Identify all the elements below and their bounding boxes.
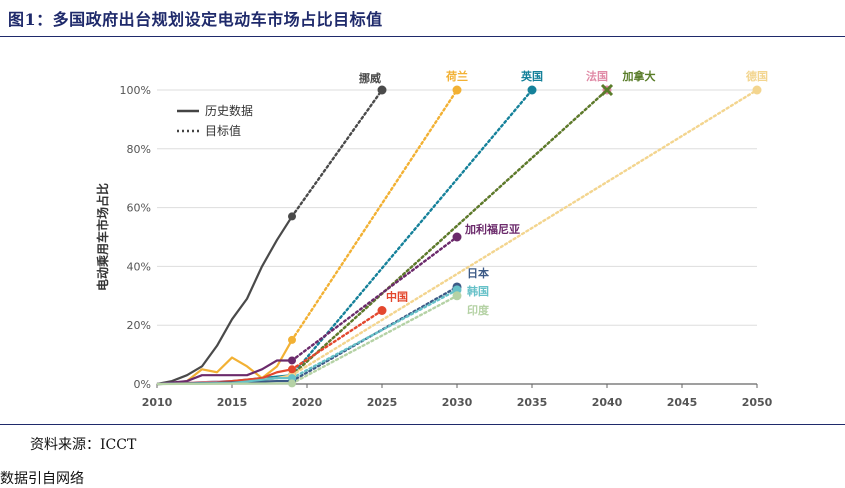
point-2019 (288, 212, 296, 221)
point-2019 (288, 335, 296, 344)
x-tick-label: 2010 (142, 396, 173, 409)
target-point (527, 85, 537, 95)
x-tick-label: 2040 (592, 396, 623, 409)
target-point (452, 232, 462, 242)
target-point (452, 85, 462, 95)
legend-label: 目标值 (205, 123, 241, 138)
footer-fragment: 数据引自网络 (0, 471, 84, 487)
y-tick-label: 80% (127, 143, 151, 156)
ev-share-chart: 0% 20% 40% 60% 80% 100% 2010 2015 2020 2025 2030 20… (95, 69, 773, 409)
series-label: 加拿大 (622, 69, 656, 83)
series-label: 德国 (745, 69, 768, 83)
series-label: 荷兰 (445, 69, 468, 83)
series-label: 韩国 (467, 284, 489, 298)
target-point (377, 306, 387, 315)
x-tick-label: 2020 (292, 396, 323, 409)
point-2019 (288, 379, 296, 388)
target-line-e58aa0e588a9e7a68fe5b0bce4ba9a (290, 235, 459, 362)
target-line-e68caae5a881 (290, 88, 384, 218)
target-line-e88db7e585b0 (290, 88, 459, 342)
target-line-e58db0e5baa6 (290, 294, 459, 385)
series-label: 英国 (520, 69, 543, 83)
x-tick-label: 2045 (667, 396, 698, 409)
series-label: 挪威 (359, 71, 381, 85)
target-line-e4b8ade59bbd (290, 309, 384, 371)
history-line-e58db0e5baa6 (156, 382, 293, 386)
y-tick-label: 0% (134, 378, 151, 391)
top-rule (0, 36, 845, 37)
target-point (752, 85, 762, 95)
series-label: 日本 (467, 266, 489, 280)
x-tick-label: 2050 (742, 396, 773, 409)
x-tick-label: 2030 (442, 396, 473, 409)
target-line-e58aa0e68bbfe5a4a7 (290, 88, 609, 377)
marker-stroke (600, 83, 614, 97)
point-2019 (288, 365, 296, 374)
history-line-e58aa0e588a9e7a68fe5b0bce4ba9a (156, 359, 292, 386)
y-tick-label: 60% (127, 202, 151, 215)
figure-title: 图1：多国政府出台规划设定电动车市场占比目标值 (8, 10, 383, 29)
target-line-e5beb7e59bbd (290, 88, 759, 377)
series-label: 加利福尼亚 (464, 222, 520, 236)
series-label: 中国 (386, 290, 408, 304)
y-tick-label: 40% (127, 260, 151, 273)
y-tick-label: 100% (120, 84, 151, 97)
target-marker-x (600, 83, 614, 97)
x-tick-label: 2035 (517, 396, 548, 409)
x-tick-label: 2015 (217, 396, 248, 409)
history-line-e68caae5a881 (156, 215, 293, 386)
y-axis-label: 电动乘用车市场占比 (95, 183, 110, 291)
series-label: 印度 (467, 303, 490, 317)
series-label: 法国 (586, 69, 608, 83)
target-point (377, 85, 387, 95)
x-tick-label: 2025 (367, 396, 398, 409)
bottom-rule (0, 424, 845, 425)
legend-label: 历史数据 (205, 103, 253, 118)
target-point (452, 291, 462, 301)
target-line-e99fa9e59bbd (290, 288, 459, 380)
y-tick-label: 20% (127, 319, 151, 332)
target-line-e88bb1e59bbd (290, 88, 534, 377)
target-line-e697a5e69cac (290, 285, 459, 383)
source-note: 资料来源：ICCT (30, 437, 137, 453)
point-2019 (288, 356, 296, 365)
